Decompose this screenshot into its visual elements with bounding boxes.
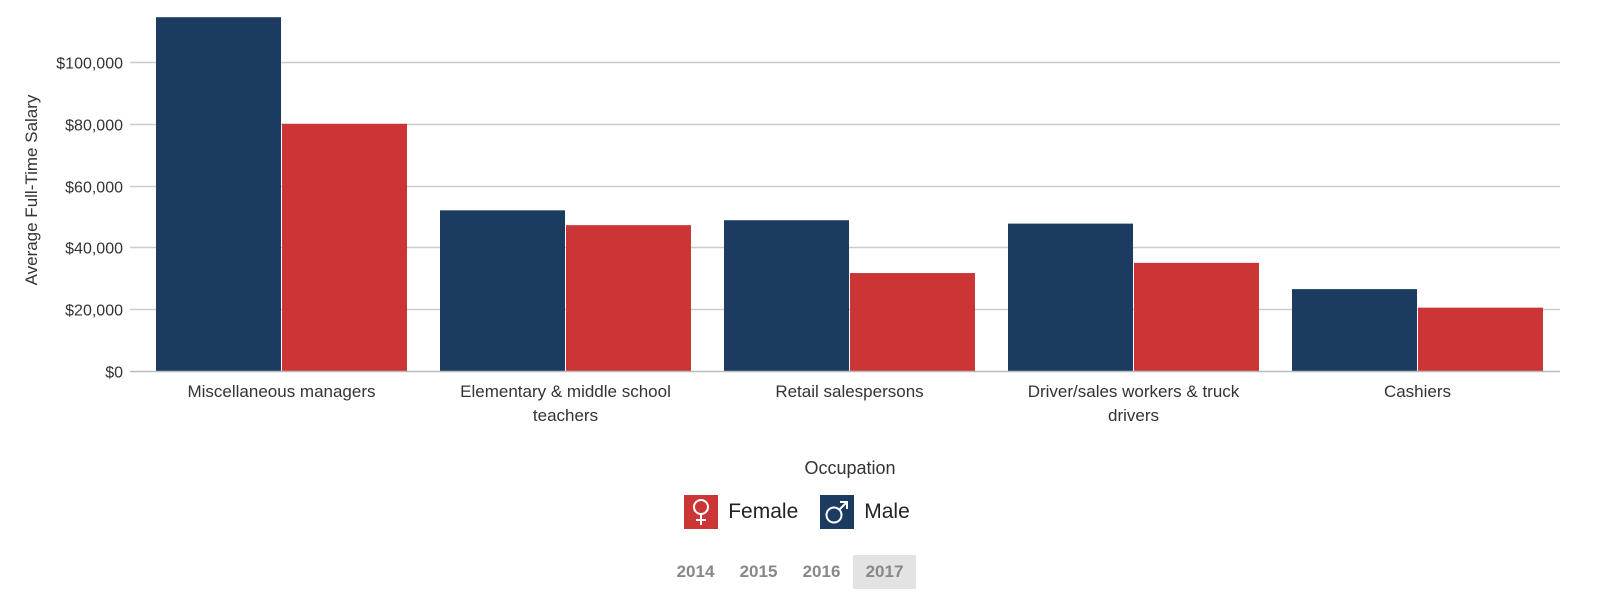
x-axis-title: Occupation [804,458,895,478]
bar-male[interactable] [1008,223,1133,371]
x-tick-label: Elementary & middle school teachers [460,382,671,425]
y-axis-title: Average Full-Time Salary [22,94,41,285]
legend-item-female[interactable]: Female [684,495,798,529]
y-tick-label: $40,000 [65,241,123,258]
y-tick-label: $60,000 [65,180,123,197]
bar-male[interactable] [440,210,565,371]
bar-female[interactable] [1134,262,1259,371]
x-tick-label: Cashiers [1384,382,1451,401]
x-tick-label: Driver/sales workers & truck drivers [1028,382,1240,425]
y-tick-label: $80,000 [65,118,123,135]
bar-female[interactable] [1418,307,1543,371]
legend-label-female: Female [728,500,799,523]
year-tab-2015[interactable]: 2015 [739,562,778,581]
legend: Female Male [0,494,1597,530]
year-selector: 2014 2015 2016 2017 [0,555,1590,589]
bar-male[interactable] [156,17,281,371]
year-tab-2014[interactable]: 2014 [676,562,715,581]
bar-male[interactable] [724,220,849,371]
y-tick-label: $100,000 [56,56,123,73]
bar-female[interactable] [850,273,975,371]
bar-male[interactable] [1292,289,1417,371]
y-tick-label: $20,000 [65,303,123,320]
y-tick-label: $0 [105,365,123,382]
year-tab-2017[interactable]: 2017 [853,555,916,589]
male-symbol-icon [820,495,855,529]
x-tick-label: Retail salespersons [775,382,923,401]
x-tick-label: Miscellaneous managers [187,382,375,401]
year-tab-2016[interactable]: 2016 [802,562,841,581]
female-symbol-icon [684,495,719,529]
bars [156,17,1543,371]
legend-item-male[interactable]: Male [820,495,910,529]
legend-label-male: Male [864,500,910,523]
bar-female[interactable] [566,225,691,371]
bar-female[interactable] [282,123,407,371]
axes: $0 $20,000 $40,000 $60,000 $80,000 $100,000 Mi… [56,56,1560,425]
